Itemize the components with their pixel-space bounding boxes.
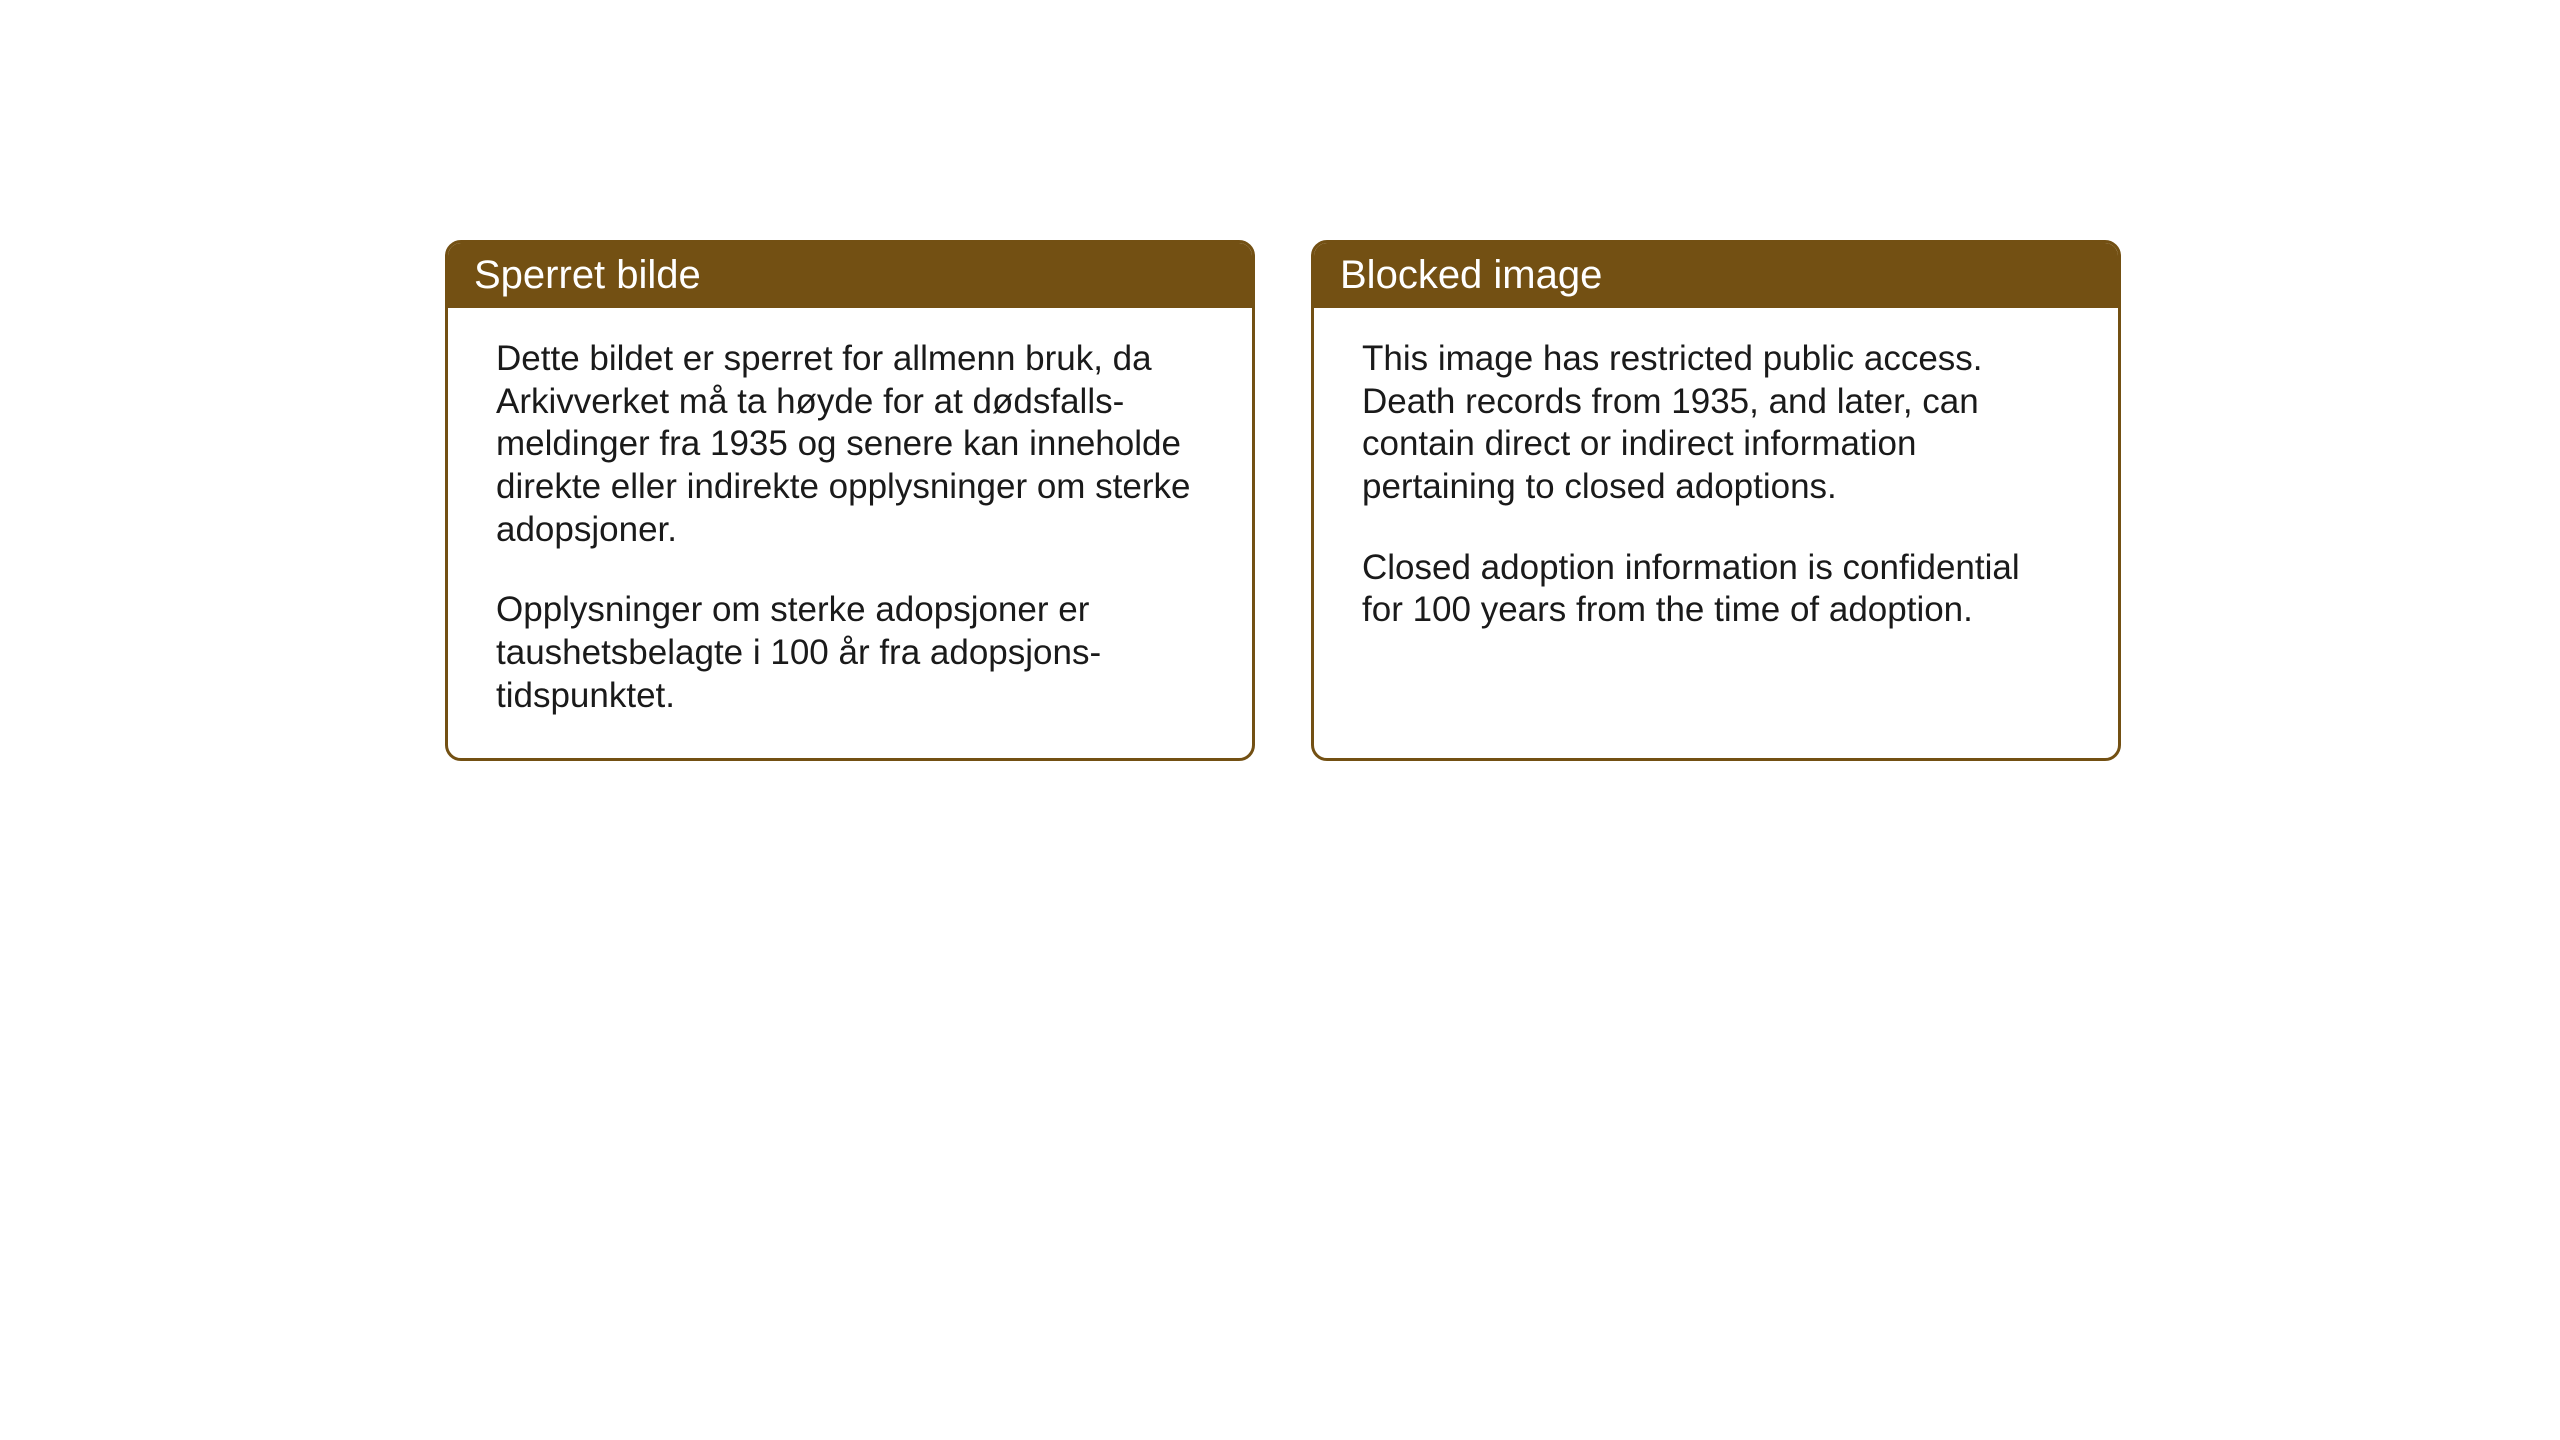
english-card: Blocked image This image has restricted …: [1311, 240, 2121, 761]
norwegian-card-title: Sperret bilde: [448, 243, 1252, 308]
cards-container: Sperret bilde Dette bildet er sperret fo…: [445, 240, 2121, 761]
english-card-body: This image has restricted public access.…: [1314, 308, 2118, 672]
norwegian-paragraph-1: Dette bildet er sperret for allmenn bruk…: [496, 338, 1204, 551]
english-paragraph-1: This image has restricted public access.…: [1362, 338, 2070, 509]
norwegian-paragraph-2: Opplysninger om sterke adopsjoner er tau…: [496, 589, 1204, 717]
english-card-title: Blocked image: [1314, 243, 2118, 308]
english-paragraph-2: Closed adoption information is confident…: [1362, 547, 2070, 632]
norwegian-card-body: Dette bildet er sperret for allmenn bruk…: [448, 308, 1252, 758]
norwegian-card: Sperret bilde Dette bildet er sperret fo…: [445, 240, 1255, 761]
